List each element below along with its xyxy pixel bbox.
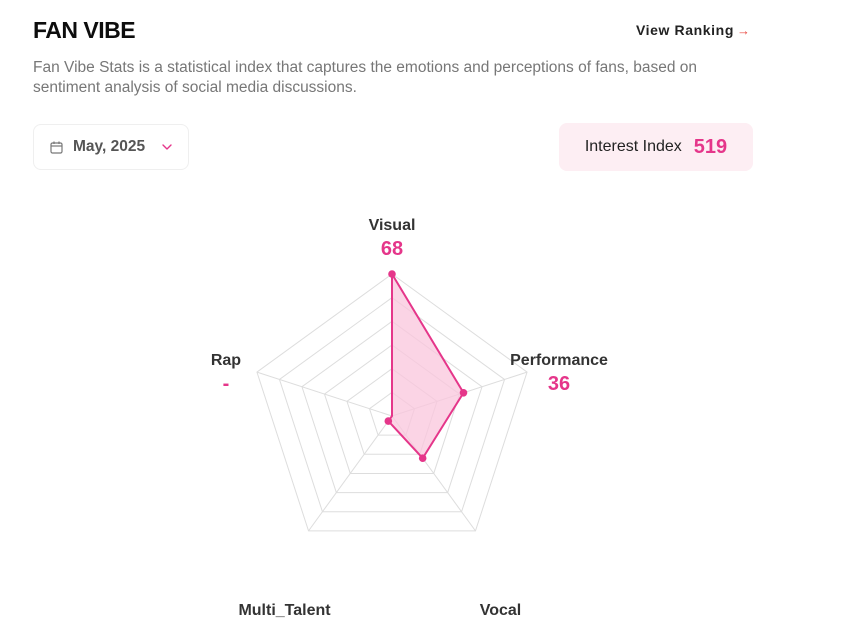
radar-axis-label: Vocal	[480, 602, 522, 619]
arrow-right-icon: →	[736, 22, 751, 38]
radar-axis-label: Performance	[510, 352, 608, 369]
month-selector[interactable]: May, 2025	[33, 124, 189, 170]
radar-grid-ring	[278, 297, 506, 513]
radar-grid-ring	[256, 273, 528, 532]
radar-value-label: 36	[548, 373, 570, 395]
chevron-down-icon	[162, 144, 172, 150]
radar-axis-line	[256, 371, 393, 417]
view-ranking-label: View Ranking	[636, 22, 734, 38]
interest-index-value: 519	[693, 135, 728, 158]
radar-axis-label: Multi_Talent	[238, 602, 331, 619]
month-selector-value: May, 2025	[73, 138, 146, 155]
interest-index-badge: Interest Index 519	[559, 123, 753, 171]
radar-data-point	[459, 388, 468, 397]
radar-data-point	[384, 417, 393, 425]
calendar-icon	[50, 141, 63, 154]
radar-data-point	[388, 270, 396, 278]
radar-axis-line	[308, 415, 393, 532]
interest-index-label: Interest Index	[584, 138, 682, 155]
radar-axis-label: Visual	[369, 217, 416, 234]
radar-data-area	[387, 273, 465, 460]
radar-grid-ring	[301, 320, 483, 494]
page-title: FAN VIBE	[33, 17, 136, 43]
radar-axis-label: Rap	[211, 352, 241, 369]
radar-value-label: 68	[381, 238, 403, 260]
radar-data-point	[418, 454, 427, 463]
view-ranking-link[interactable]: View Ranking →	[636, 22, 751, 38]
page-description: Fan Vibe Stats is a statistical index th…	[33, 59, 698, 96]
radar-value-label: -	[223, 373, 230, 395]
